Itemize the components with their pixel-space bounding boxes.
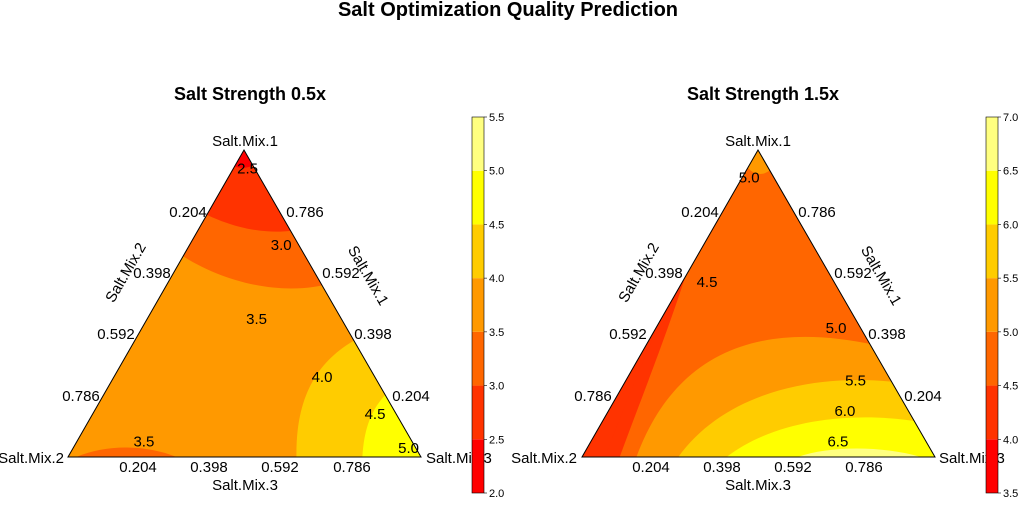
p2-axis-left: Salt.Mix.2: [511, 450, 577, 467]
p1-tick-left-2: 0.592: [97, 326, 135, 343]
panel-1-title: Salt Strength 0.5x: [174, 84, 326, 104]
legend-swatch: [472, 278, 484, 332]
legend-tick-label: 4.0: [1003, 434, 1018, 446]
contour-label-3.5: 3.5: [133, 434, 154, 451]
p2-tick-right-1: 0.398: [868, 326, 906, 343]
p2-tick-left-2: 0.592: [609, 326, 647, 343]
legend-frame: [985, 116, 999, 494]
legend-tick-label: 2.0: [489, 488, 504, 500]
contour-label-5.0: 5.0: [826, 320, 847, 337]
p1-tick-bottom-0: 0.204: [119, 459, 157, 476]
p1-fill-2.0-2.5: [180, 150, 305, 232]
p2-tick-left-1: 0.398: [645, 265, 683, 282]
contour-label-4.5: 4.5: [365, 406, 386, 423]
contour-label-5.5: 5.5: [845, 372, 866, 389]
p1-edge-bottom: Salt.Mix.3: [212, 477, 278, 494]
legend-swatch: [986, 224, 998, 279]
legend-tick-label: 3.0: [489, 381, 504, 393]
contour-label-3.0: 3.0: [271, 237, 292, 254]
contour-label-6.5: 6.5: [827, 434, 848, 451]
p1-axis-left: Salt.Mix.2: [0, 450, 64, 467]
legend-tick-label: 6.0: [1003, 219, 1018, 231]
p2-tick-bottom-0: 0.204: [632, 459, 670, 476]
legend-swatch: [986, 439, 998, 493]
p1-tick-right-3: 0.786: [286, 204, 324, 221]
contour-label-4.0: 4.0: [312, 369, 333, 386]
legend-swatch: [472, 331, 484, 386]
p2-tick-left-0: 0.204: [681, 204, 719, 221]
p2-edge-bottom: Salt.Mix.3: [725, 477, 791, 494]
p1-tick-bottom-2: 0.592: [261, 459, 299, 476]
legend-tick-label: 5.0: [1003, 327, 1018, 339]
p2-fill-6.5-7.0: [775, 448, 935, 457]
panel-2-contour-labels: 5.0 4.5 5.0 5.5 6.0 6.5: [697, 170, 866, 451]
legend-tick-label: 6.5: [1003, 166, 1018, 178]
legend-tick-label: 4.0: [489, 273, 504, 285]
p1-tick-left-3: 0.786: [62, 388, 100, 405]
contour-label-6.0: 6.0: [834, 403, 855, 420]
p1-tick-bottom-1: 0.398: [190, 459, 228, 476]
panel-1-triangle: [67, 148, 422, 458]
legend-swatch: [472, 117, 484, 171]
legend-tick-label: 4.5: [489, 219, 504, 231]
legend-tick-label: 5.5: [1003, 273, 1018, 285]
p2-tick-bottom-2: 0.592: [774, 459, 812, 476]
figure-title: Salt Optimization Quality Prediction: [338, 0, 678, 21]
p1-fill-bottom-left: [68, 447, 200, 457]
panel-2-legend: 3.5 4.0 4.5 5.0 5.5 6.0 6.5 7.0: [985, 112, 1018, 500]
p2-tick-right-2: 0.592: [834, 265, 872, 282]
panel-2-triangle: [581, 148, 936, 458]
panel-1-contour-labels: 2.5 3.0 3.5 4.0 4.5 5.0 3.5: [133, 160, 419, 456]
p2-tick-right-0: 0.204: [904, 388, 942, 405]
legend-tick-label: 3.5: [489, 327, 504, 339]
p2-tick-left-3: 0.786: [574, 388, 612, 405]
legend-swatch: [986, 117, 998, 171]
contour-label-4.5: 4.5: [697, 274, 718, 291]
p2-tick-bottom-1: 0.398: [703, 459, 741, 476]
legend-frame: [471, 116, 485, 494]
contour-label-2.5: 2.5: [237, 160, 258, 177]
contour-label-5.0: 5.0: [398, 440, 419, 457]
contour-label-5.0: 5.0: [739, 170, 760, 187]
legend-tick-label: 5.0: [489, 166, 504, 178]
p1-axis-top: Salt.Mix.1: [212, 133, 278, 150]
legend-tick-label: 2.5: [489, 434, 504, 446]
panel-1-legend: 2.0 2.5 3.0 3.5 4.0 4.5 5.0 5.5: [471, 112, 504, 500]
legend-tick-label: 7.0: [1003, 112, 1018, 124]
legend-swatch: [472, 224, 484, 279]
panel-2-title: Salt Strength 1.5x: [687, 84, 839, 104]
p1-tick-right-1: 0.398: [354, 326, 392, 343]
p2-tick-right-3: 0.786: [798, 204, 836, 221]
legend-tick-label: 4.5: [1003, 381, 1018, 393]
p1-tick-left-1: 0.398: [133, 265, 171, 282]
p2-tick-bottom-3: 0.786: [845, 459, 883, 476]
legend-swatch: [472, 170, 484, 225]
legend-swatch: [472, 385, 484, 440]
legend-swatch: [986, 278, 998, 332]
p1-tick-right-2: 0.592: [322, 265, 360, 282]
legend-swatch: [986, 385, 998, 440]
p1-tick-left-0: 0.204: [169, 204, 207, 221]
legend-tick-label: 5.5: [489, 112, 504, 124]
legend-swatch: [472, 439, 484, 493]
legend-swatch: [986, 170, 998, 225]
legend-tick-label: 3.5: [1003, 488, 1018, 500]
p2-axis-top: Salt.Mix.1: [725, 133, 791, 150]
p1-tick-bottom-3: 0.786: [333, 459, 371, 476]
legend-swatch: [986, 331, 998, 386]
contour-label-3.5: 3.5: [246, 311, 267, 328]
p1-tick-right-0: 0.204: [392, 388, 430, 405]
